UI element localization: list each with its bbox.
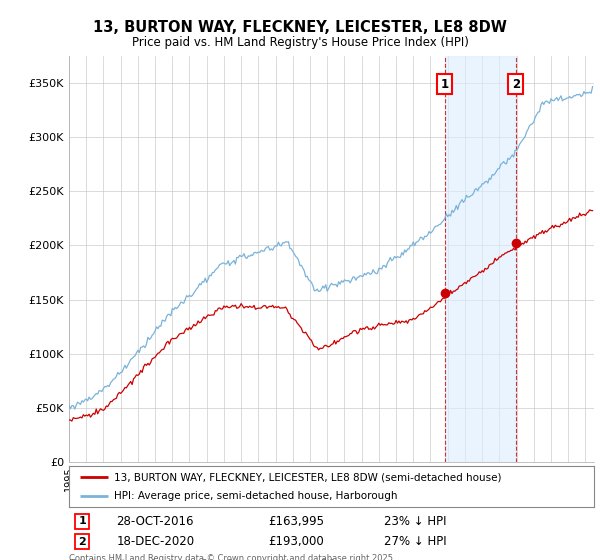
Text: Price paid vs. HM Land Registry's House Price Index (HPI): Price paid vs. HM Land Registry's House …	[131, 36, 469, 49]
Text: 18-DEC-2020: 18-DEC-2020	[116, 535, 194, 548]
Text: 13, BURTON WAY, FLECKNEY, LEICESTER, LE8 8DW (semi-detached house): 13, BURTON WAY, FLECKNEY, LEICESTER, LE8…	[113, 473, 501, 482]
Text: £163,995: £163,995	[269, 515, 325, 528]
Text: 1: 1	[440, 78, 449, 91]
Text: 1: 1	[78, 516, 86, 526]
Text: £193,000: £193,000	[269, 535, 324, 548]
Text: 2: 2	[512, 78, 520, 91]
Text: 2: 2	[78, 536, 86, 547]
Text: 27% ↓ HPI: 27% ↓ HPI	[384, 535, 446, 548]
Text: 13, BURTON WAY, FLECKNEY, LEICESTER, LE8 8DW: 13, BURTON WAY, FLECKNEY, LEICESTER, LE8…	[93, 20, 507, 35]
Text: 28-OCT-2016: 28-OCT-2016	[116, 515, 194, 528]
Text: 23% ↓ HPI: 23% ↓ HPI	[384, 515, 446, 528]
Text: HPI: Average price, semi-detached house, Harborough: HPI: Average price, semi-detached house,…	[113, 491, 397, 501]
Bar	[445, 56, 516, 462]
Text: This data is licensed under the Open Government Licence v3.0.: This data is licensed under the Open Gov…	[69, 559, 337, 560]
Text: Contains HM Land Registry data © Crown copyright and database right 2025.: Contains HM Land Registry data © Crown c…	[69, 554, 395, 560]
